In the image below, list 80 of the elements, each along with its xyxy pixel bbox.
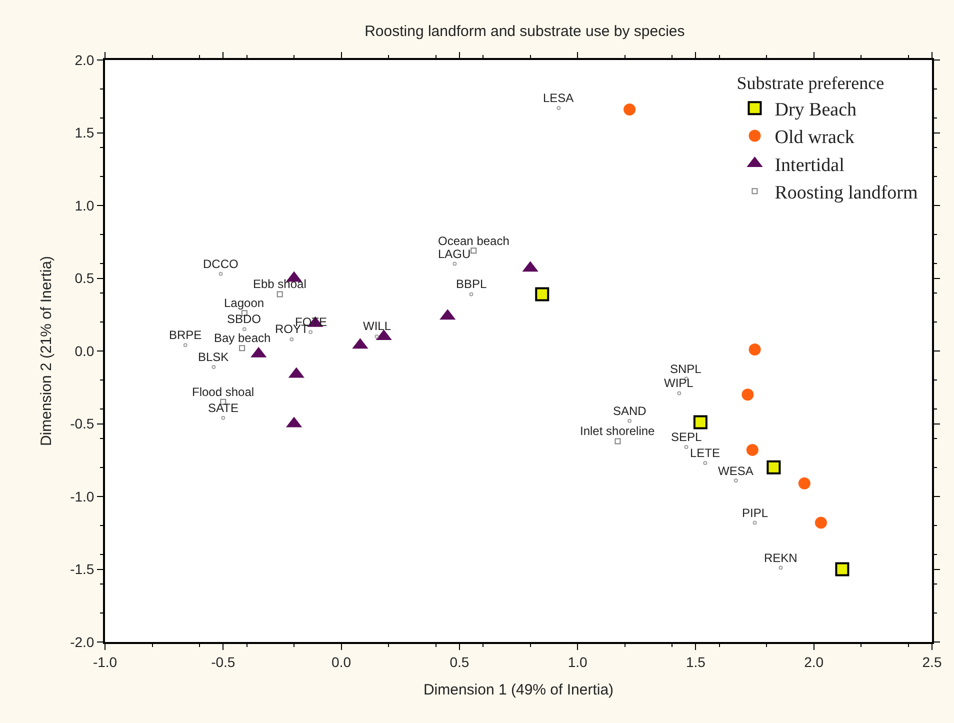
x-tick-label: 1.5 — [686, 654, 706, 670]
point — [290, 337, 294, 342]
y-tick-label: 1.5 — [74, 124, 94, 141]
point — [835, 562, 850, 576]
point — [693, 415, 708, 430]
legend-label: Intertidal — [774, 154, 844, 176]
point — [212, 365, 216, 370]
y-tick-label: 1.0 — [74, 197, 94, 214]
annotation: BBPL — [456, 277, 488, 291]
x-tick-label: -1.0 — [92, 654, 118, 670]
point — [684, 445, 688, 450]
annotation: WESA — [718, 464, 754, 478]
y-tick-label: 0.5 — [74, 270, 94, 286]
point — [746, 444, 758, 456]
legend-label: Dry Beach — [774, 99, 857, 120]
x-tick-label: 0.0 — [332, 654, 352, 670]
point — [374, 334, 379, 338]
annotation: LETE — [690, 446, 720, 460]
annotation: SBDO — [227, 312, 262, 326]
point — [766, 460, 781, 474]
legend-label: Roosting landform — [774, 182, 918, 204]
y-tick-label: 0.0 — [74, 342, 94, 359]
x-tick-label: 0.5 — [450, 654, 470, 670]
annotation: BLSK — [198, 350, 229, 364]
annotation: Bay beach — [214, 331, 271, 345]
legend-label: Old wrack — [774, 127, 855, 148]
point — [624, 103, 636, 116]
y-axis-title: Dimension 2 (21% of Inertia) — [38, 256, 55, 446]
point — [183, 343, 188, 348]
annotation: WIPL — [664, 376, 694, 390]
point — [276, 291, 283, 298]
point — [470, 248, 477, 254]
x-tick-label: 2.0 — [804, 654, 824, 670]
annotation: Flood shoal — [192, 385, 254, 399]
annotation: SEPL — [671, 430, 702, 444]
point — [734, 478, 738, 482]
point — [221, 416, 226, 420]
y-tick-label: -1.5 — [70, 561, 94, 578]
annotation: SAND — [613, 404, 647, 418]
point — [452, 262, 457, 266]
point — [703, 461, 708, 466]
point — [742, 388, 754, 401]
point — [798, 477, 810, 490]
annotation: SNPL — [670, 362, 702, 376]
point — [469, 292, 474, 296]
annotation: SATE — [208, 401, 238, 415]
point — [752, 520, 757, 525]
point — [308, 330, 313, 334]
annotation: LESA — [543, 91, 574, 105]
y-tick-label: 2.0 — [74, 52, 94, 68]
annotation: Inlet shoreline — [580, 424, 656, 438]
point — [242, 327, 246, 332]
y-tick-label: -0.5 — [70, 416, 94, 432]
x-tick-label: 2.5 — [922, 654, 942, 670]
annotation: REKN — [764, 551, 798, 565]
annotation: Lagoon — [224, 296, 264, 310]
annotation: LAGU — [438, 247, 471, 261]
point — [218, 272, 223, 276]
x-axis-title: Dimension 1 (49% of Inertia) — [423, 681, 614, 698]
point — [628, 418, 632, 423]
annotation: WILL — [363, 319, 392, 333]
point — [677, 391, 682, 396]
y-tick-label: -2.0 — [70, 634, 94, 650]
y-tick-label: -1.0 — [70, 488, 94, 504]
point — [535, 287, 550, 302]
legend-title: Substrate preference — [736, 73, 884, 94]
x-tick-label: -0.5 — [211, 654, 236, 670]
point — [556, 106, 561, 110]
x-tick-label: 1.0 — [568, 654, 588, 670]
annotation: DCCO — [203, 257, 238, 271]
annotation: Ebb shoal — [253, 277, 306, 291]
annotation: BRPE — [169, 328, 202, 342]
point — [778, 566, 783, 570]
point — [239, 345, 246, 352]
point — [814, 516, 827, 529]
chart-title: Roosting landform and substrate use by species — [364, 22, 685, 40]
annotation: Ocean beach — [438, 234, 510, 248]
annotation: PIPL — [742, 506, 768, 520]
point — [614, 438, 621, 444]
point — [748, 344, 761, 356]
